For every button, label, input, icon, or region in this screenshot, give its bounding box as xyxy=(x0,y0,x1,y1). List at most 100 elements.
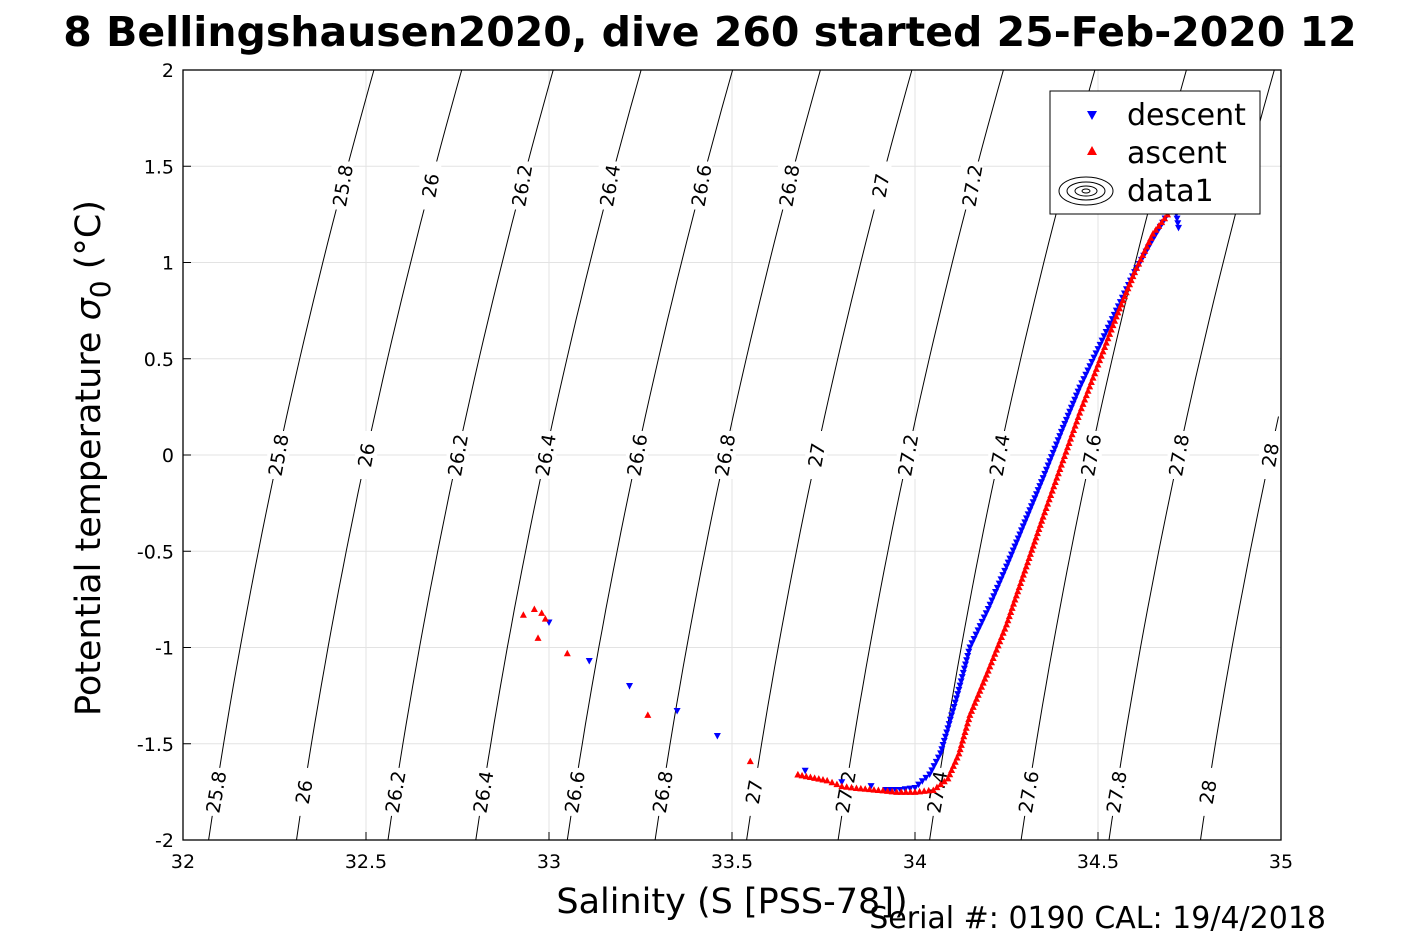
point-ascent xyxy=(957,741,965,748)
point-descent xyxy=(958,674,966,681)
point-descent xyxy=(942,733,949,741)
isopycnal-label-bg xyxy=(598,161,621,210)
point-ascent xyxy=(806,773,814,781)
point-descent xyxy=(960,665,968,673)
point-ascent xyxy=(1067,435,1075,442)
isopycnal-label-bg xyxy=(1259,431,1282,479)
point-ascent xyxy=(1155,222,1163,229)
point-ascent xyxy=(999,629,1007,636)
point-ascent xyxy=(991,650,999,657)
legend-label-ascent: ascent xyxy=(1127,136,1227,171)
point-ascent xyxy=(1084,387,1092,394)
x-tick-label: 33.5 xyxy=(711,851,753,873)
point-ascent xyxy=(1048,487,1056,494)
point-ascent xyxy=(973,695,981,702)
point-ascent xyxy=(1057,461,1065,468)
point-descent xyxy=(585,657,593,665)
legend: descent ascent data1 xyxy=(1049,90,1261,215)
point-ascent xyxy=(815,775,823,782)
point-ascent xyxy=(1019,571,1027,578)
point-ascent xyxy=(1114,308,1122,316)
point-ascent xyxy=(998,633,1006,640)
point-ascent xyxy=(1007,608,1015,615)
point-ascent xyxy=(971,699,979,706)
y-tick-label: -0.5 xyxy=(137,541,174,563)
point-ascent xyxy=(1096,356,1104,364)
point-ascent xyxy=(1025,554,1033,562)
point-ascent xyxy=(848,783,856,791)
point-descent xyxy=(937,750,945,757)
point-descent xyxy=(713,733,721,740)
point-ascent xyxy=(1068,430,1076,438)
point-descent xyxy=(956,682,964,690)
point-ascent xyxy=(983,671,991,678)
point-ascent xyxy=(1139,251,1147,259)
isopycnal-label: 28 xyxy=(1196,778,1222,806)
density-contours: 25.825.825.826262626.226.226.226.426.426… xyxy=(202,69,1284,841)
point-ascent xyxy=(1161,214,1169,222)
point-ascent xyxy=(902,788,910,795)
point-ascent xyxy=(1031,537,1039,545)
point-ascent xyxy=(906,788,914,795)
point-ascent xyxy=(1076,409,1084,416)
point-ascent xyxy=(996,637,1004,645)
isopycnal-label-bg xyxy=(690,161,713,210)
point-ascent xyxy=(1126,280,1134,288)
point-ascent xyxy=(852,784,860,792)
isopycnal-label-bg xyxy=(1079,431,1102,479)
point-ascent xyxy=(1010,600,1018,607)
point-ascent xyxy=(1104,334,1112,342)
point-ascent xyxy=(538,609,546,616)
point-ascent xyxy=(962,724,970,731)
point-ascent xyxy=(1053,474,1061,481)
point-ascent xyxy=(968,707,976,714)
isopycnal-label-bg xyxy=(651,767,674,816)
point-ascent xyxy=(961,728,969,735)
point-descent xyxy=(928,767,936,774)
point-ascent xyxy=(956,745,964,753)
isopycnal-label-bg xyxy=(869,161,892,210)
point-ascent xyxy=(857,784,865,792)
point-descent xyxy=(867,783,875,790)
isopycnal-label-bg xyxy=(988,431,1011,479)
point-ascent xyxy=(1131,268,1139,276)
point-ascent xyxy=(1086,382,1094,390)
point-ascent xyxy=(1073,417,1081,425)
point-ascent xyxy=(819,776,827,783)
point-descent xyxy=(943,729,951,737)
x-tick-label: 35 xyxy=(1269,851,1293,873)
point-ascent xyxy=(1022,562,1030,570)
isopycnal-label: 26 xyxy=(354,441,380,469)
point-descent xyxy=(962,661,970,668)
point-ascent xyxy=(1038,517,1046,524)
point-ascent xyxy=(1065,439,1073,446)
point-ascent xyxy=(993,646,1001,653)
legend-box xyxy=(1049,90,1261,215)
point-ascent xyxy=(1087,378,1095,386)
point-ascent xyxy=(1152,226,1160,233)
point-ascent xyxy=(1119,296,1127,304)
point-ascent xyxy=(563,649,571,657)
point-ascent xyxy=(1071,422,1079,429)
point-ascent xyxy=(530,605,538,612)
isopycnal-label-bg xyxy=(1167,431,1190,479)
point-ascent xyxy=(798,771,806,779)
point-ascent xyxy=(1127,276,1135,284)
point-ascent xyxy=(994,641,1002,649)
point-ascent xyxy=(946,770,954,778)
point-ascent xyxy=(960,732,968,740)
series-ascent xyxy=(519,210,1172,795)
y-tick-label: -1 xyxy=(155,638,174,660)
point-ascent xyxy=(644,711,652,718)
y-axis-label: Potential temperature σ0 (°C) xyxy=(69,200,117,716)
point-descent xyxy=(930,763,938,770)
point-ascent xyxy=(828,778,836,786)
point-ascent xyxy=(1050,482,1058,490)
point-ascent xyxy=(1056,465,1064,472)
point-descent xyxy=(949,708,957,715)
isopycnal-label-bg xyxy=(563,767,586,816)
y-tick-label: -1.5 xyxy=(137,734,174,756)
point-ascent xyxy=(989,654,997,661)
point-descent xyxy=(801,767,809,775)
